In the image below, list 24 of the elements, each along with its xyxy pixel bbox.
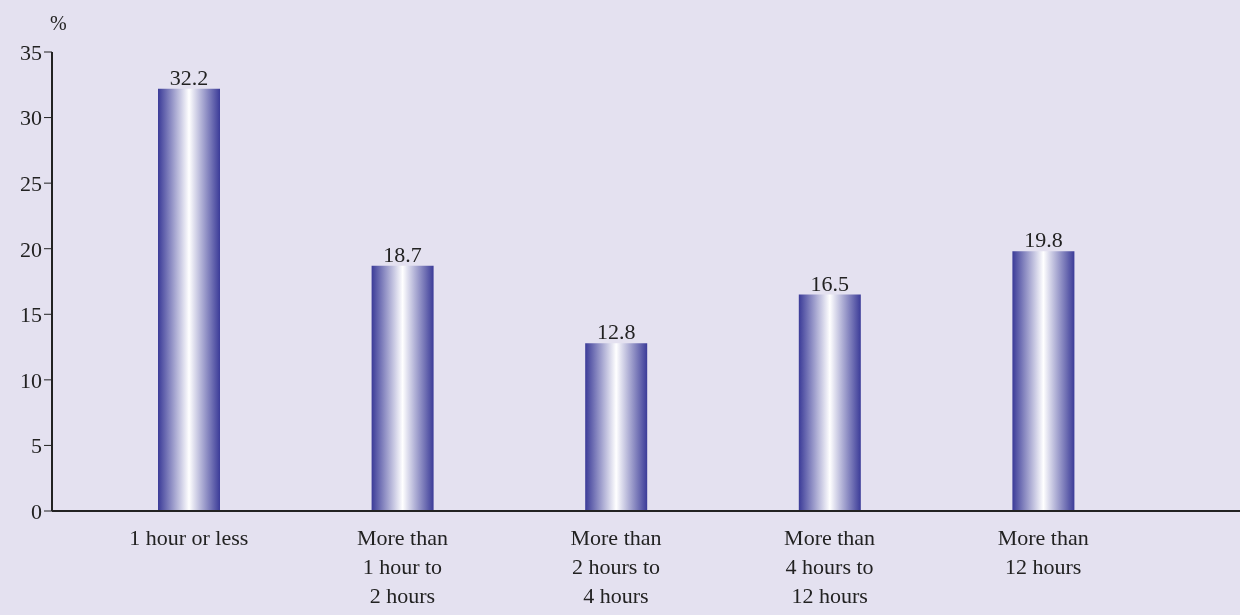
data-label: 19.8	[1024, 227, 1063, 253]
data-label: 12.8	[596, 319, 636, 345]
y-axis-title: %	[50, 12, 67, 35]
x-tick-label: More than 12 hours	[997, 525, 1089, 579]
data-label: 16.5	[810, 270, 850, 296]
y-tick-label: 5	[31, 433, 42, 459]
y-tick-label: 20	[20, 236, 42, 262]
y-tick-label: 30	[20, 105, 42, 131]
y-tick-label: 0	[31, 498, 42, 524]
bar	[798, 294, 861, 511]
x-tick-label: More than 1 hour to 2 hours	[356, 525, 448, 608]
bar	[1012, 251, 1075, 511]
bar	[158, 88, 220, 511]
x-tick-label: More than 2 hours to 4 hours	[570, 525, 662, 608]
data-label: 32.2	[169, 64, 209, 90]
bar	[371, 265, 434, 511]
y-tick-label: 15	[20, 302, 42, 328]
data-label: 18.7	[383, 241, 422, 267]
y-tick-label: 35	[20, 39, 42, 65]
y-tick-label: 25	[20, 170, 42, 196]
x-tick-label: 1 hour or less	[129, 525, 249, 550]
x-tick-label: More than 4 hours to 12 hours	[784, 525, 876, 608]
y-tick-label: 10	[20, 367, 42, 393]
bar	[585, 343, 648, 511]
